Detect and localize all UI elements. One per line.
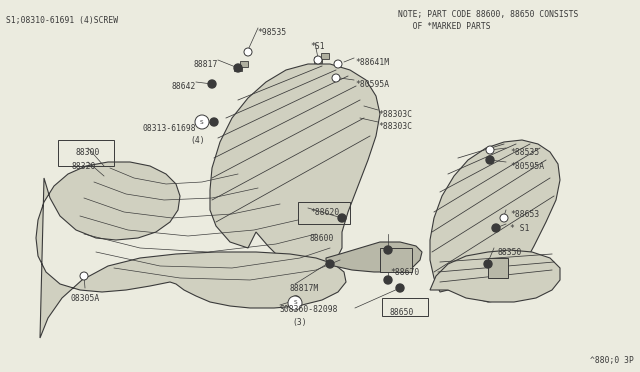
Text: * S1: * S1 (510, 224, 529, 233)
Text: *88653: *88653 (510, 210, 540, 219)
Text: 88642: 88642 (172, 82, 196, 91)
Text: 88600: 88600 (310, 234, 334, 243)
Circle shape (314, 56, 322, 64)
Circle shape (288, 296, 302, 310)
Text: 88350: 88350 (498, 248, 522, 257)
Bar (240, 61, 248, 67)
Polygon shape (210, 64, 380, 268)
Circle shape (292, 296, 300, 304)
Circle shape (492, 224, 500, 232)
Polygon shape (430, 140, 560, 302)
Bar (488, 258, 508, 278)
Circle shape (332, 74, 340, 82)
Bar (234, 65, 242, 71)
Circle shape (210, 118, 218, 126)
Text: *88641M: *88641M (355, 58, 389, 67)
Circle shape (338, 214, 346, 222)
Text: *80595A: *80595A (355, 80, 389, 89)
Circle shape (326, 260, 334, 268)
Text: *88303C: *88303C (378, 110, 412, 119)
Text: S: S (200, 119, 204, 125)
Circle shape (384, 246, 392, 254)
Bar (314, 57, 322, 63)
Text: S08360-82098: S08360-82098 (280, 305, 339, 314)
Circle shape (234, 64, 242, 72)
Bar (298, 202, 350, 224)
Circle shape (195, 115, 209, 129)
Circle shape (500, 214, 508, 222)
Text: *88303C: *88303C (378, 122, 412, 131)
Text: *80595A: *80595A (510, 162, 544, 171)
Text: 08313-61698: 08313-61698 (142, 124, 196, 133)
Text: 08305A: 08305A (70, 294, 100, 303)
Text: NOTE; PART CODE 88600, 88650 CONSISTS: NOTE; PART CODE 88600, 88650 CONSISTS (398, 10, 579, 19)
Text: *88670: *88670 (390, 268, 419, 277)
Circle shape (484, 260, 492, 268)
Circle shape (396, 284, 404, 292)
Bar (321, 53, 329, 59)
Text: (3): (3) (292, 318, 307, 327)
Polygon shape (430, 250, 560, 302)
Text: 88300: 88300 (76, 148, 100, 157)
Text: *88620: *88620 (310, 208, 339, 217)
Bar (380, 248, 412, 272)
Circle shape (244, 48, 252, 56)
Text: 88817M: 88817M (290, 284, 319, 293)
Circle shape (486, 156, 494, 164)
Text: 88817: 88817 (194, 60, 218, 69)
Text: 88650: 88650 (390, 308, 414, 317)
Circle shape (334, 60, 342, 68)
Text: S: S (293, 301, 297, 305)
Bar (382, 298, 428, 316)
Text: (4): (4) (190, 136, 205, 145)
Polygon shape (326, 242, 422, 272)
Text: *S1: *S1 (310, 42, 324, 51)
Bar (58, 140, 114, 166)
Circle shape (384, 276, 392, 284)
Text: S1;08310-61691 (4)SCREW: S1;08310-61691 (4)SCREW (6, 16, 118, 25)
Circle shape (486, 146, 494, 154)
Circle shape (208, 80, 216, 88)
Text: ^880;0 3P: ^880;0 3P (590, 356, 634, 365)
Text: 88320: 88320 (72, 162, 97, 171)
Text: *88535: *88535 (510, 148, 540, 157)
Circle shape (80, 272, 88, 280)
Text: OF *MARKED PARTS: OF *MARKED PARTS (398, 22, 491, 31)
Polygon shape (36, 162, 346, 338)
Text: *98535: *98535 (257, 28, 286, 37)
